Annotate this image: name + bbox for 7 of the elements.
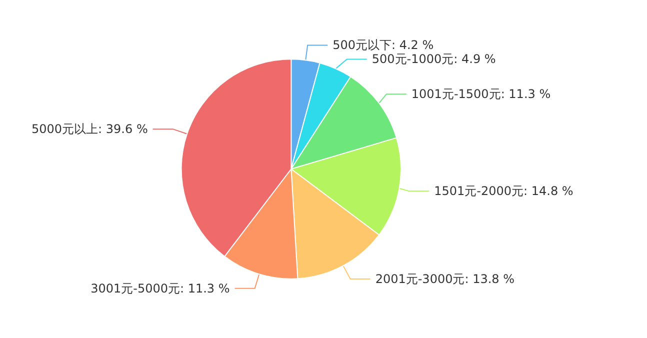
slice-label: 1001元-1500元: 11.3 % (411, 87, 551, 102)
slice-label: 500元-1000元: 4.9 % (372, 52, 496, 66)
slice-label: 1501元-2000元: 14.8 % (434, 184, 574, 198)
slice-label: 500元以下: 4.2 % (332, 38, 434, 52)
slice-label: 5000元以上: 39.6 % (32, 122, 148, 136)
slice-label: 3001元-5000元: 11.3 % (90, 281, 230, 296)
slice-label: 2001元-3000元: 13.8 % (375, 272, 515, 286)
